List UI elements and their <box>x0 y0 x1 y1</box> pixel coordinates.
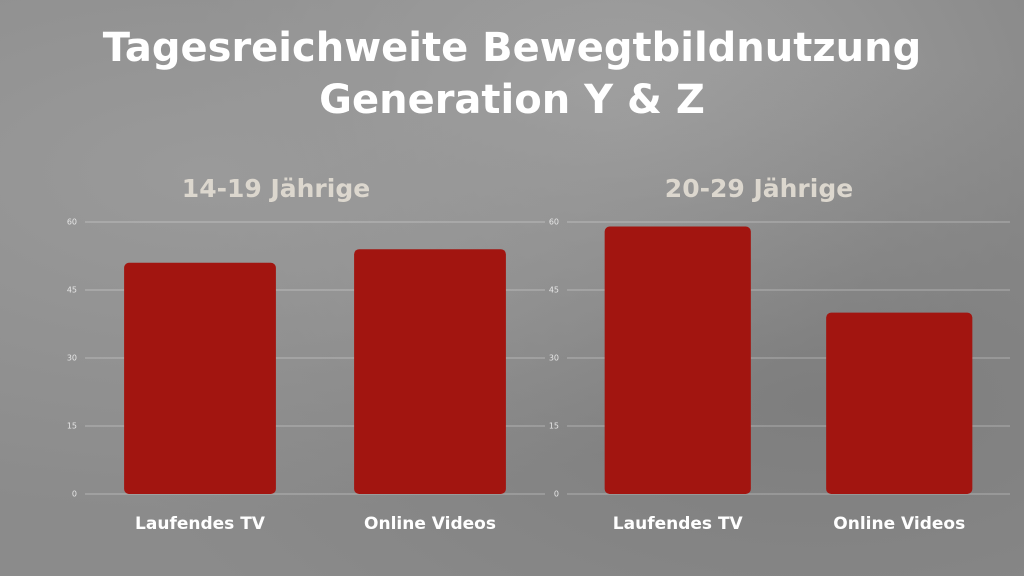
chart-title: 14-19 Jährige <box>182 174 370 203</box>
chart-title: 20-29 Jährige <box>665 174 853 203</box>
y-tick-label: 45 <box>67 286 77 295</box>
bar <box>826 312 973 494</box>
x-tick-label: Online Videos <box>364 514 496 534</box>
x-tick-label: Laufendes TV <box>613 514 744 534</box>
bar <box>124 262 276 494</box>
page-title: Tagesreichweite Bewegtbildnutzung Genera… <box>102 25 922 123</box>
y-tick-label: 15 <box>549 422 559 431</box>
y-tick-label: 60 <box>67 218 77 227</box>
y-tick-label: 30 <box>549 354 559 363</box>
x-tick-label: Online Videos <box>833 514 965 534</box>
y-tick-label: 60 <box>549 218 559 227</box>
y-tick-label: 0 <box>554 490 559 499</box>
x-tick-label: Laufendes TV <box>135 514 266 534</box>
y-tick-label: 30 <box>67 354 77 363</box>
bar <box>354 249 506 494</box>
y-tick-label: 45 <box>549 286 559 295</box>
y-tick-label: 15 <box>67 422 77 431</box>
y-tick-label: 0 <box>72 490 77 499</box>
bar <box>604 226 751 495</box>
